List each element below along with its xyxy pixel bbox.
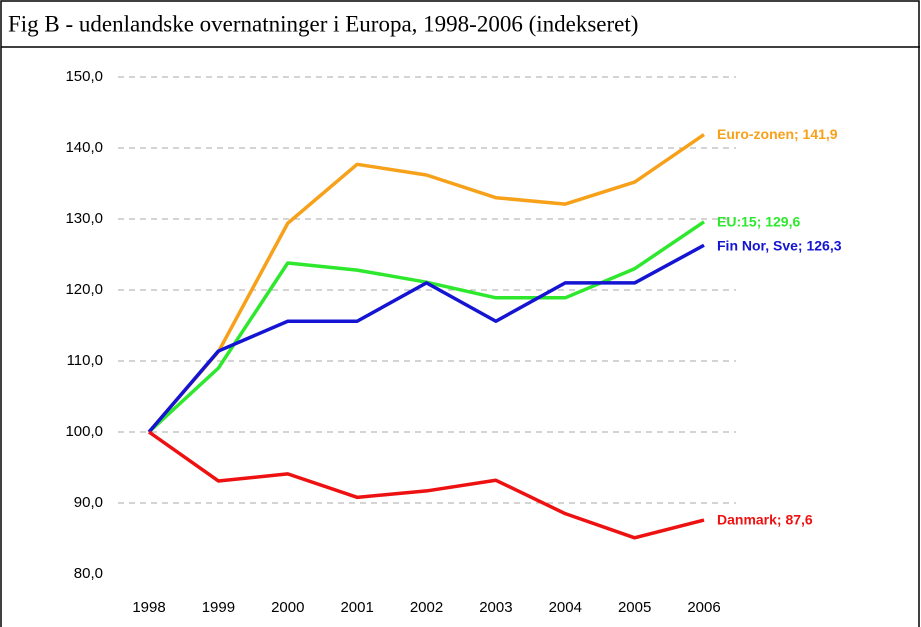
x-tick-label: 2005 — [618, 599, 651, 616]
series-label: EU:15; 129,6 — [717, 214, 800, 230]
y-tick-label: 80,0 — [74, 565, 103, 582]
y-tick-label: 90,0 — [74, 494, 103, 511]
y-tick-label: 150,0 — [65, 68, 103, 85]
series-label: Danmark; 87,6 — [717, 512, 813, 528]
x-tick-label: 1998 — [132, 599, 165, 616]
y-tick-label: 110,0 — [67, 352, 103, 369]
y-tick-label: 140,0 — [65, 139, 103, 156]
series-label: Euro-zonen; 141,9 — [717, 126, 838, 142]
series-line — [147, 133, 705, 434]
x-tick-label: 2003 — [479, 599, 512, 616]
y-tick-label: 100,0 — [65, 423, 103, 440]
x-tick-label: 2000 — [271, 599, 304, 616]
x-tick-label: 2002 — [410, 599, 443, 616]
y-tick-label: 120,0 — [65, 281, 103, 298]
y-tick-label: 130,0 — [65, 210, 103, 227]
series-line — [147, 243, 705, 434]
x-tick-label: 2004 — [549, 599, 582, 616]
series-label: Fin Nor, Sve; 126,3 — [717, 238, 842, 254]
x-tick-label: 2006 — [687, 599, 720, 616]
x-tick-label: 2001 — [340, 599, 373, 616]
x-tick-label: 1999 — [202, 599, 235, 616]
series-line — [147, 430, 705, 540]
chart-title: Fig B - udenlandske overnatninger i Euro… — [8, 11, 638, 36]
